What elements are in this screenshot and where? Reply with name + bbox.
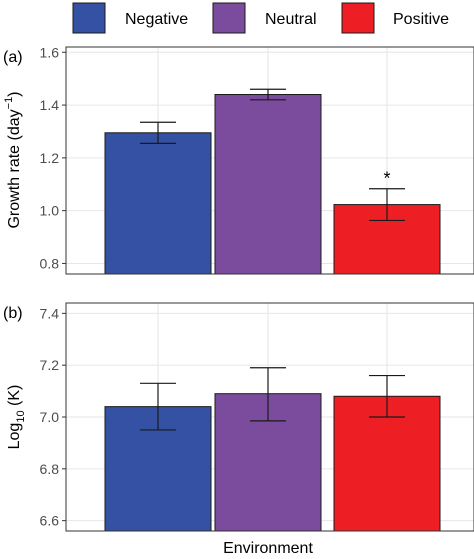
panel-a-border xyxy=(65,46,474,275)
panel-b-y-ticks: 6.6 6.8 7.0 7.2 7.4 xyxy=(40,305,66,529)
panel-a-y-tick-label-3: 1.4 xyxy=(40,97,60,113)
panel-a-y-axis-title-main: Growth rate (day xyxy=(6,109,23,228)
panel-b-error-bar-neutral xyxy=(250,367,286,422)
panel-a-y-tick-label-0: 0.8 xyxy=(40,255,60,271)
legend-swatch-positive xyxy=(341,2,375,34)
panel-a-y-tick-label-2: 1.2 xyxy=(40,150,60,166)
panel-b-y-tick-label-2: 7.0 xyxy=(40,409,60,425)
panel-b-error-bar-positive xyxy=(369,374,405,418)
legend-label-positive: Positive xyxy=(393,11,449,28)
panel-b-y-tick-label-4: 7.4 xyxy=(40,305,60,321)
panel-b-y-axis-title: Log10 (K) xyxy=(6,385,27,450)
panel-a-y-tick-label-1: 1.0 xyxy=(40,203,60,219)
panel-a-y-axis-title-sup: −1 xyxy=(3,97,15,110)
x-axis-title: Environment xyxy=(223,540,313,557)
legend: Negative Neutral Positive xyxy=(72,2,449,34)
panel-b-y-tick-label-3: 7.2 xyxy=(40,357,60,373)
legend-label-negative: Negative xyxy=(125,11,188,28)
panel-a-y-axis-title-tail: ) xyxy=(6,91,23,96)
panel-label-b: (b) xyxy=(3,305,23,322)
panel-b-y-axis-title-main: Log xyxy=(6,423,23,450)
panel-a-significance-positive: * xyxy=(383,169,390,189)
panel-b-bar-positive xyxy=(333,395,441,532)
panel-a-error-bar-neutral xyxy=(250,88,286,101)
panel-b-y-axis-title-tail: (K) xyxy=(6,385,23,411)
panel-a-error-bar-positive xyxy=(369,188,405,222)
panel-a-bars: * xyxy=(104,88,441,275)
panel-b-y-axis-title-sub: 10 xyxy=(15,410,27,422)
panel-b-bars xyxy=(104,367,441,532)
panel-a-y-ticks: 0.8 1.0 1.2 1.4 1.6 xyxy=(40,44,66,271)
legend-swatch-neutral xyxy=(212,2,246,34)
panel-a-error-bar-negative xyxy=(140,121,176,144)
legend-label-neutral: Neutral xyxy=(265,11,317,28)
panel-b-y-tick-label-0: 6.6 xyxy=(40,513,60,529)
legend-swatch-negative xyxy=(72,2,106,34)
panel-a-y-tick-label-4: 1.6 xyxy=(40,44,60,60)
panel-a-bar-negative xyxy=(104,132,212,275)
panel-label-a: (a) xyxy=(3,49,23,66)
panel-a: (a) * 0.8 1.0 1.2 1.4 1.6 Growth rate (day−1… xyxy=(3,44,474,275)
panel-b-error-bar-negative xyxy=(140,382,176,431)
panel-a-bar-neutral xyxy=(214,94,322,275)
panel-b: (b) 6.6 6.8 7.0 7.2 7.4 Log10 (K) xyxy=(3,302,474,532)
panel-a-y-axis-title: Growth rate (day−1) xyxy=(3,91,23,228)
panel-b-y-tick-label-1: 6.8 xyxy=(40,461,60,477)
panel-b-border xyxy=(65,302,474,532)
